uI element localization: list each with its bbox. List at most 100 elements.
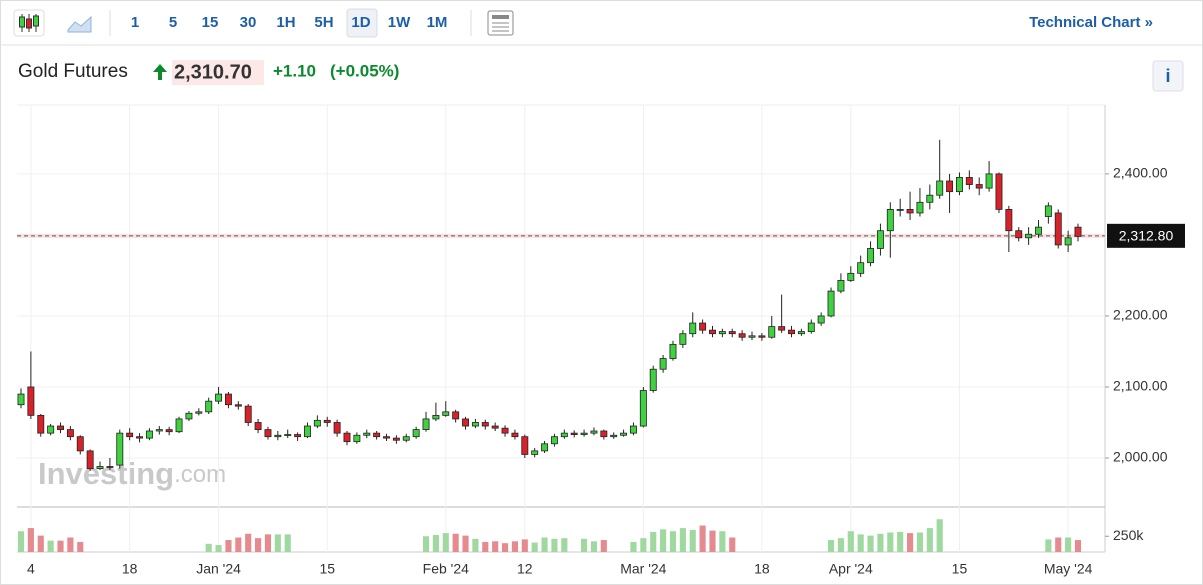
interval-buttons: 1 5 15 30 1H 5H 1D 1W 1M — [131, 14, 448, 31]
volume-bar — [501, 543, 509, 552]
volume-bar — [225, 540, 232, 552]
candle-body — [896, 209, 904, 211]
candle-body — [392, 437, 400, 441]
interval-button[interactable]: 15 — [202, 14, 219, 31]
volume-bar — [1045, 539, 1052, 552]
candle-body — [590, 430, 598, 434]
candle-body — [175, 418, 183, 433]
candle-body — [659, 358, 667, 370]
candle-body — [778, 326, 786, 331]
volume-bar — [442, 533, 449, 552]
x-tick-label: Apr '24 — [829, 561, 873, 577]
candle-body — [254, 422, 262, 430]
info-icon[interactable]: i — [1165, 66, 1170, 86]
volume-bar — [897, 531, 904, 552]
watermark: Investing.com — [38, 456, 226, 491]
candle-body — [837, 280, 845, 292]
candle-body — [224, 393, 232, 406]
x-tick-label: 12 — [517, 561, 533, 577]
info-button[interactable] — [1152, 60, 1184, 92]
volume-bar — [1074, 540, 1082, 552]
candle-body — [541, 443, 549, 452]
volume-bar — [837, 538, 844, 552]
candle-body — [1005, 209, 1013, 232]
candle-body — [1064, 237, 1072, 246]
candle-body — [610, 434, 618, 438]
volume-bar — [492, 541, 499, 552]
candle-body — [106, 466, 114, 468]
volume-bar — [274, 534, 281, 552]
candle-body — [580, 432, 588, 435]
volume-bar — [511, 541, 518, 552]
volume-bar — [521, 539, 528, 552]
layout-icon[interactable] — [487, 10, 514, 36]
x-tick-label: 18 — [122, 561, 138, 577]
candle-body — [501, 427, 509, 434]
interval-button[interactable]: 1D — [351, 14, 370, 31]
candle-body — [827, 290, 835, 317]
candle-body — [27, 386, 35, 416]
last-price: 2,310.70 — [174, 61, 252, 83]
interval-button[interactable]: 1 — [131, 14, 139, 31]
candle-body — [876, 230, 884, 249]
volume-bar — [205, 543, 212, 552]
candle-body — [313, 419, 321, 427]
candle-body — [718, 331, 726, 335]
price-label: 2,312.80 — [1119, 228, 1174, 244]
interval-button[interactable]: 5H — [314, 14, 333, 31]
interval-button[interactable]: 1M — [427, 14, 448, 31]
candle-body — [550, 436, 558, 445]
candle-body — [748, 335, 756, 338]
candle-body — [422, 418, 430, 430]
candle-body — [96, 466, 104, 470]
candle-body — [817, 315, 825, 324]
candle-icon[interactable] — [13, 9, 45, 37]
interval-button[interactable]: 1H — [276, 14, 295, 31]
candle-body — [797, 331, 805, 335]
candle-body — [294, 434, 302, 438]
candle-body — [126, 432, 134, 438]
price-change: +1.10 — [273, 61, 316, 80]
candle-body — [1035, 226, 1042, 235]
volume-bar — [827, 540, 835, 552]
area-icon[interactable] — [67, 15, 92, 33]
volume-bar — [719, 531, 726, 552]
volume-bar — [857, 534, 864, 552]
candle-body — [985, 173, 993, 189]
candle-body — [383, 436, 390, 439]
candle-body — [936, 180, 944, 196]
candle-body — [906, 209, 914, 214]
interval-button[interactable]: 30 — [240, 14, 257, 31]
x-tick-label: May '24 — [1044, 561, 1093, 577]
candle-body — [145, 430, 153, 439]
technical-chart-link[interactable]: Technical Chart » — [1029, 14, 1153, 31]
candle-body — [66, 429, 74, 438]
candle-body — [195, 411, 203, 414]
candle-body — [738, 333, 746, 338]
y-tick-label: 2,400.00 — [1113, 165, 1168, 181]
candle-body — [244, 405, 252, 423]
candle-body — [402, 436, 410, 441]
candle-body — [86, 450, 94, 470]
interval-button[interactable]: 1W — [388, 14, 411, 31]
candle-body — [511, 432, 519, 438]
volume-bar — [77, 541, 84, 552]
candle-body — [699, 322, 707, 331]
candle-body — [847, 272, 855, 281]
candle-body — [1074, 226, 1082, 237]
candle-body — [432, 414, 440, 420]
interval-button[interactable]: 5 — [169, 14, 177, 31]
volume-bar — [1055, 537, 1062, 552]
volume-bar — [67, 537, 74, 552]
candle-body — [37, 414, 45, 434]
y-tick-label: 2,000.00 — [1113, 449, 1168, 465]
volume-bar — [422, 536, 430, 552]
volume-bar — [699, 525, 706, 552]
volume-bar — [17, 531, 25, 552]
volume-bar — [630, 541, 637, 552]
candle-body — [768, 326, 776, 338]
y-tick-label: 2,100.00 — [1113, 378, 1168, 394]
volume-bar — [640, 538, 647, 552]
volume-bar — [936, 519, 943, 552]
